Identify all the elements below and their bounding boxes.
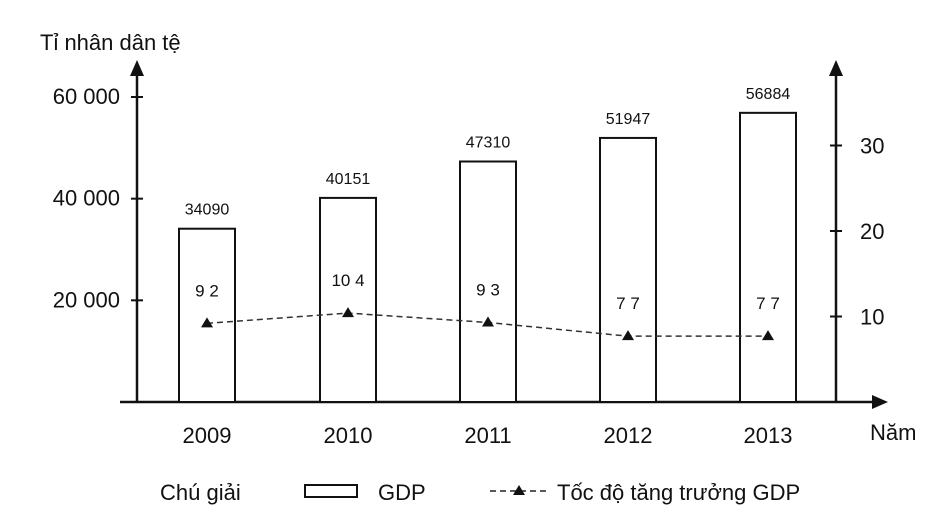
x-tick-label: 2010 [324,423,373,448]
y-left-tick-label: 60 000 [53,84,120,109]
data-labels: 34090 40151 47310 51947 56884 9 2 10 4 9 3 7 7 7 … [185,86,791,313]
x-tick-label: 2011 [464,423,511,448]
y-axis-right-arrow [829,60,843,76]
legend-gdp-swatch [304,484,358,498]
y-right-tick-label: 20 [860,219,884,244]
bar-value-label: 40151 [326,171,371,188]
y-left-tick-label: 40 000 [53,186,120,211]
growth-value-label: 7 7 [756,294,780,313]
bar-gdp [739,111,797,404]
growth-value-label: 10 4 [331,271,364,290]
growth-point [762,330,774,341]
growth-point [342,307,354,318]
bar-gdp [599,136,657,403]
growth-point [622,330,634,341]
x-tick-label: 2012 [604,423,653,448]
y-axis-title: Tỉ nhân dân tệ [40,30,181,55]
x-tick-label: 2013 [744,423,793,448]
legend-gdp-label: GDP [378,480,426,505]
bar-value-label: 47310 [466,135,511,152]
bar-value-label: 56884 [746,86,791,103]
y-right-tick-label: 10 [860,305,884,330]
y-right-tick-label: 30 [860,134,884,159]
bar-value-label: 34090 [185,202,230,219]
growth-point [201,317,213,328]
y-left-tick-label: 20 000 [53,287,120,312]
bar-gdp [459,160,517,403]
growth-line [201,307,774,341]
growth-value-label: 9 3 [476,280,500,299]
x-axis-arrow [872,395,888,409]
x-axis-title: Năm [870,420,916,445]
y-axis-left-arrow [130,60,144,76]
bar-gdp [319,196,377,403]
bar-gdp [178,227,236,403]
legend: Chú giải GDP Tốc độ tăng trưởng GDP [160,480,800,505]
growth-point [482,316,494,327]
legend-growth-label: Tốc độ tăng trưởng GDP [557,480,800,505]
bars [178,111,797,404]
growth-value-label: 9 2 [195,281,219,300]
x-tick-label: 2009 [183,423,232,448]
legend-title: Chú giải [160,480,241,505]
legend-growth-marker [513,485,525,495]
bar-value-label: 51947 [606,111,651,128]
growth-value-label: 7 7 [616,294,640,313]
